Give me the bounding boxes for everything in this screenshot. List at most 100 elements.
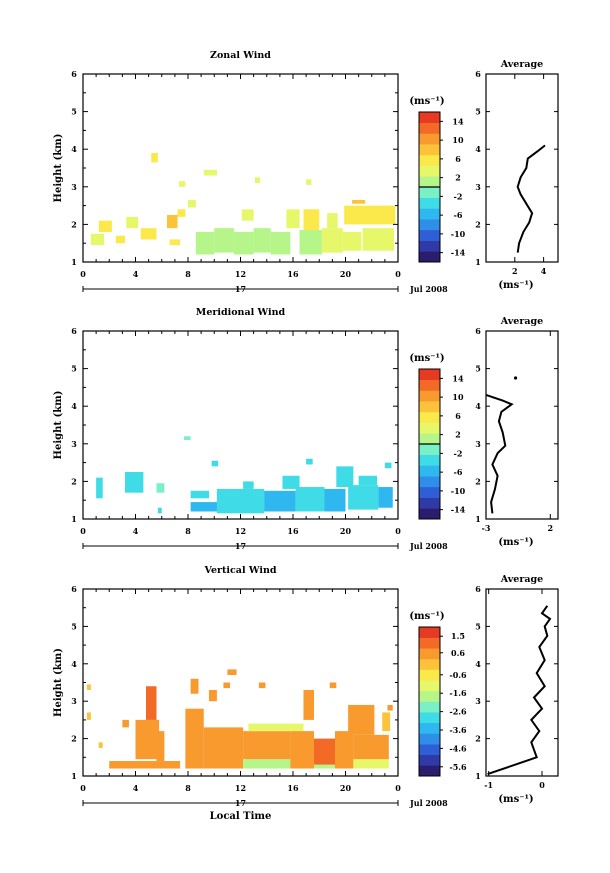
x-tick-label: 0 [80,526,86,536]
colorbar-tick-label: -4.6 [449,743,467,753]
profile-frame [485,588,559,777]
heatmap-cell [216,488,265,514]
heatmap-cell [342,231,362,251]
x-tick-label: 20 [340,783,352,793]
heatmap-cell [188,199,196,208]
profile-y-tick-label: 6 [475,326,481,336]
colorbar-tick-label: 6 [455,154,461,164]
profile-y-tick-label: 6 [475,69,481,79]
heatmap-cell [90,233,104,246]
colorbar: (ms⁻¹) 1.5 0.6 -0.6 -1.6 -2.6 -3.6 -4.6 -5.6 [409,611,467,777]
colorbar-tick-label: 14 [452,116,464,126]
heatmap-cell [387,704,393,711]
colorbar-tick-label: -14 [451,248,466,258]
y-tick-label: 1 [71,257,77,267]
colorbar-tick-label: -2 [454,448,463,458]
profile-unit: (ms⁻¹) [498,280,533,291]
heatmap-cell [243,481,254,489]
x-tick-label: 4 [133,526,139,536]
colorbar-swatch [419,722,440,734]
x-tick-label: 4 [133,783,139,793]
colorbar-swatch [419,154,440,166]
x-tick-label: 12 [235,269,246,279]
colorbar-tick-label: 2 [455,173,461,183]
colorbar-swatch [419,486,440,498]
x-tick-label: 20 [340,269,352,279]
heatmap-cell [282,475,300,489]
colorbar-swatch [419,411,440,423]
colorbar: (ms⁻¹) 14 10 6 2 -2 -6 -10 -14 [409,353,466,520]
colorbar-tick-label: 10 [452,135,464,145]
heatmap-cell [382,712,391,732]
heatmap-cell [178,181,186,187]
heatmap-cell [203,727,244,769]
heatmap-cell [327,213,338,229]
colorbar-tick-label: -2 [454,191,463,201]
colorbar-swatch [419,422,440,434]
heatmap-cell [190,490,209,499]
heatmap-cell [86,712,91,720]
profile-y-tick-label: 5 [475,107,481,117]
profile-point [513,376,518,380]
y-axis-label: Height (km) [53,648,64,717]
heatmap-cell [167,215,178,229]
x-tick-label: 0 [80,269,86,279]
heatmap-cell [321,228,343,253]
colorbar-swatch [419,637,440,649]
colorbar-tick-label: -5.6 [449,762,467,772]
heatmap-cell [384,462,392,469]
heatmap-cell [353,759,389,769]
heatmap-cell [214,228,234,253]
date-label: Jul 2008 [409,284,448,294]
heatmap-cell [169,239,181,246]
x-tick-label: 8 [185,526,191,536]
heatmap-cell [378,487,393,508]
profile-y-tick-label: 2 [475,734,481,744]
y-tick-label: 4 [71,144,77,154]
y-tick-label: 1 [71,514,77,524]
heatmap-cells [90,152,396,255]
heatmap-cell [156,731,165,762]
profile-title: Average [500,316,543,327]
average-profile: Average 1 2 3 4 5 6 -1 0 (ms⁻¹) [475,574,559,805]
heatmap-cell [190,502,221,512]
colorbar-swatch [419,465,440,477]
heatmap-cell [290,731,314,769]
heatmap-cell [353,734,389,760]
colorbar-swatch [419,669,440,681]
colorbar-unit: (ms⁻¹) [409,96,444,107]
colorbar-tick-label: 0.6 [451,648,465,658]
heatmap-cell [177,209,186,217]
heatmap-cell [115,235,125,244]
colorbar-swatch [419,379,440,391]
colorbar-swatch [419,144,440,156]
y-tick-label: 1 [71,771,77,781]
colorbar: (ms⁻¹) 14 10 6 2 -2 -6 -10 -14 [409,96,466,263]
profile-y-tick-label: 3 [475,439,481,449]
heatmap-cell [86,684,91,690]
heatmap-cell [258,682,266,689]
x-tick-label: 0 [80,783,86,793]
colorbar-frame [418,626,441,777]
heatmap-cell [303,209,320,231]
colorbar-swatch [419,197,440,209]
heatmap-cell [185,708,204,769]
date-label: Jul 2008 [409,798,448,808]
profile-line [516,144,546,253]
profile-frame [485,73,559,263]
profile-y-tick-label: 4 [475,144,481,154]
y-tick-label: 6 [71,584,77,594]
colorbar-swatch [419,401,440,413]
heatmap-cell [254,177,261,184]
colorbar-tick-label: 14 [452,373,464,383]
heatmap-cell [299,230,322,255]
colorbar-tick-label: -2.6 [449,707,467,717]
colorbar-swatch [419,165,440,177]
heatmap-cell [253,228,271,253]
colorbar-tick-label: 6 [455,411,461,421]
x-tick-label: 0 [395,783,401,793]
heatmap-cell [184,436,191,441]
profile-y-tick-label: 1 [475,771,481,781]
